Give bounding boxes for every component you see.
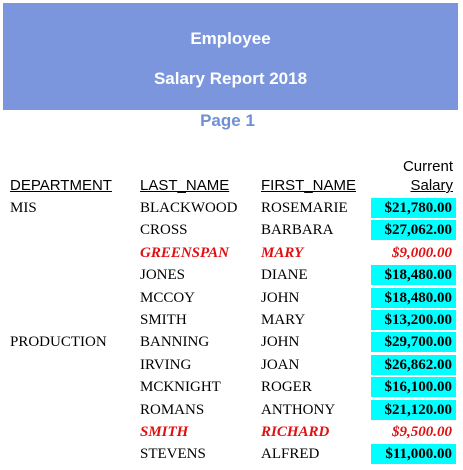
first-name: DIANE	[261, 267, 308, 284]
column-header: LAST_NAME	[140, 177, 230, 194]
first-name: JOAN	[261, 356, 300, 373]
salary: $9,000.00	[392, 244, 452, 261]
salary: $29,700.00	[371, 332, 456, 353]
last-name: MCCOY	[140, 289, 196, 306]
first-name: JOHN	[261, 289, 300, 306]
header-banner: Employee Salary Report 2018	[3, 3, 458, 110]
last-name: BLACKWOOD	[140, 200, 238, 216]
column-header: Current	[402, 158, 453, 175]
first-name: MARY	[261, 312, 306, 328]
first-name: BARBARA	[261, 222, 334, 239]
salary: $26,862.00	[371, 354, 456, 375]
last-name: BANNING	[140, 334, 210, 351]
last-name: GREENSPAN	[140, 244, 229, 261]
salary: $21,780.00	[371, 198, 456, 218]
last-name: SMITH	[140, 424, 189, 440]
first-name: ROGER	[261, 379, 312, 396]
salary: $16,100.00	[371, 377, 456, 398]
salary: $9,500.00	[392, 424, 452, 440]
salary: $18,480.00	[371, 287, 456, 308]
salary: $27,062.00	[371, 220, 456, 241]
last-name: STEVENS	[140, 446, 206, 463]
department: PRODUCTION	[10, 334, 107, 351]
title: Employee	[190, 29, 271, 48]
salary: $13,200.00	[371, 310, 456, 330]
column-header: FIRST_NAME	[261, 177, 357, 194]
last-name: SMITH	[140, 312, 187, 328]
column-header: DEPARTMENT	[10, 177, 112, 194]
first-name: JOHN	[261, 334, 300, 351]
first-name: ROSEMARIE	[261, 200, 348, 216]
first-name: RICHARD	[261, 424, 330, 440]
salary: $18,480.00	[371, 265, 456, 286]
column-header: Salary	[410, 177, 453, 194]
last-name: MCKNIGHT	[140, 379, 221, 396]
department: MIS	[10, 200, 37, 216]
last-name: ROMANS	[140, 401, 205, 418]
page-label: Page 1	[200, 111, 255, 130]
salary: $11,000.00	[371, 444, 456, 465]
last-name: CROSS	[140, 222, 188, 239]
first-name: ALFRED	[261, 446, 320, 463]
last-name: IRVING	[140, 356, 192, 373]
first-name: ANTHONY	[261, 401, 336, 418]
salary: $21,120.00	[371, 399, 456, 420]
subtitle: Salary Report 2018	[153, 69, 308, 88]
last-name: JONES	[140, 267, 186, 284]
first-name: MARY	[261, 244, 304, 261]
